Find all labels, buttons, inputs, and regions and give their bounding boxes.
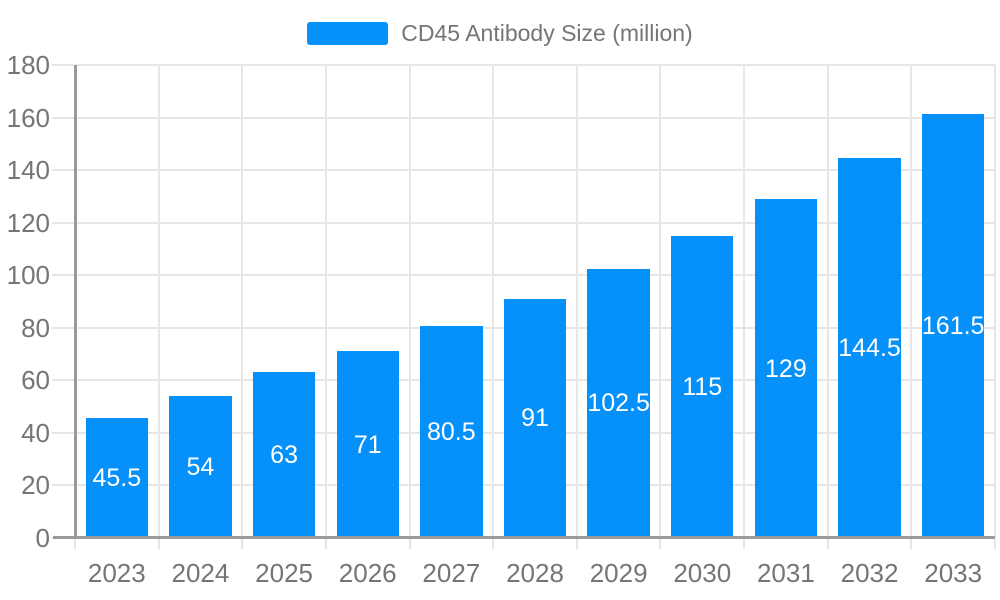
y-axis-tick [52,221,74,224]
gridline-vertical [492,65,495,538]
legend[interactable]: CD45 Antibody Size (million) [0,20,1000,47]
y-axis-tick-label: 160 [6,102,50,133]
y-axis-tick [52,274,74,277]
y-axis-line [74,65,77,538]
x-axis-tick [910,539,913,549]
x-axis-tick-label: 2033 [924,558,983,588]
gridline-vertical [157,65,160,538]
bar-value-label: 115 [682,372,723,401]
x-axis-tick-label: 2029 [589,558,648,588]
y-axis-tick-label: 0 [35,523,50,553]
x-axis-tick [492,539,495,549]
legend-label: CD45 Antibody Size (million) [401,20,693,46]
x-axis-tick [743,539,746,549]
gridline-horizontal [75,221,995,224]
bar-value-label: 161.5 [921,311,985,340]
bar-value-label: 45.5 [92,464,142,493]
x-axis-tick [324,539,327,549]
y-axis-tick-label: 20 [21,470,50,501]
x-axis-tick [659,539,662,549]
gridline-vertical [743,65,746,538]
bar-2028[interactable] [503,298,567,538]
gridline-horizontal [75,169,995,172]
bar-2032[interactable] [838,158,901,538]
x-axis-tick-label: 2024 [171,558,230,588]
x-axis-tick-label: 2031 [756,558,815,588]
bar-2031[interactable] [754,199,818,538]
x-axis-tick [575,539,578,549]
x-axis-line [53,536,995,539]
bar-value-label: 102.5 [587,389,650,418]
y-axis-tick-label: 60 [21,365,50,396]
gridline-vertical [575,65,578,538]
y-axis-tick [52,379,74,382]
bar-2027[interactable] [420,326,483,538]
x-axis-tick-label: 2023 [87,558,146,588]
y-axis-tick-label: 120 [6,207,50,238]
bar-2023[interactable] [85,418,148,538]
gridline-vertical [826,65,829,538]
x-axis-tick [74,539,76,549]
y-axis-tick [52,169,74,172]
bar-value-label: 71 [353,430,382,459]
y-axis-tick-label: 180 [6,50,50,80]
gridline-horizontal [75,274,995,277]
bar-value-label: 63 [270,441,298,470]
x-axis-tick-label: 2028 [506,558,564,588]
y-axis-tick-label: 140 [6,155,50,186]
y-axis-tick [52,431,74,434]
bar-value-label: 144.5 [838,334,901,363]
y-axis-tick [52,116,74,119]
gridline-vertical [910,65,913,538]
gridline-vertical [408,65,411,538]
y-axis-tick-label: 100 [6,260,50,291]
bar-value-label: 54 [186,453,215,482]
x-axis-tick-label: 2030 [673,558,732,588]
bar-2026[interactable] [336,351,399,538]
bar-2030[interactable] [671,235,734,538]
gridline-vertical [659,65,662,538]
y-axis-tick [52,326,74,329]
gridline-vertical [241,65,244,538]
y-axis-tick-label: 40 [21,417,50,448]
y-axis-tick [52,64,74,66]
plot-area: 45.5 54 63 71 80.5 91 102.5 115 129 144.5 161.5 [53,64,996,539]
bar-2024[interactable] [169,396,232,538]
bar-2025[interactable] [252,372,316,538]
x-axis-tick-label: 2026 [338,558,397,588]
x-axis-tick [408,539,411,549]
legend-swatch-icon [307,22,389,45]
bar-2029[interactable] [587,268,650,538]
x-axis-tick [994,539,996,549]
y-axis-tick-label: 80 [21,312,50,343]
x-axis-tick [241,539,244,549]
bar-value-label: 91 [521,404,549,433]
x-axis-tick [826,539,829,549]
gridline-horizontal [75,116,995,119]
bar-value-label: 129 [765,354,807,383]
bar-value-label: 80.5 [427,418,476,447]
bar-2033[interactable] [922,113,985,538]
gridline-vertical [324,65,327,538]
x-axis-tick [157,539,160,549]
gridline-vertical [994,65,996,538]
x-axis-tick-label: 2027 [422,558,481,588]
x-axis-tick-label: 2032 [840,558,899,588]
y-axis-tick [52,484,74,487]
x-axis-tick-label: 2025 [255,558,313,588]
gridline-horizontal [75,64,995,66]
